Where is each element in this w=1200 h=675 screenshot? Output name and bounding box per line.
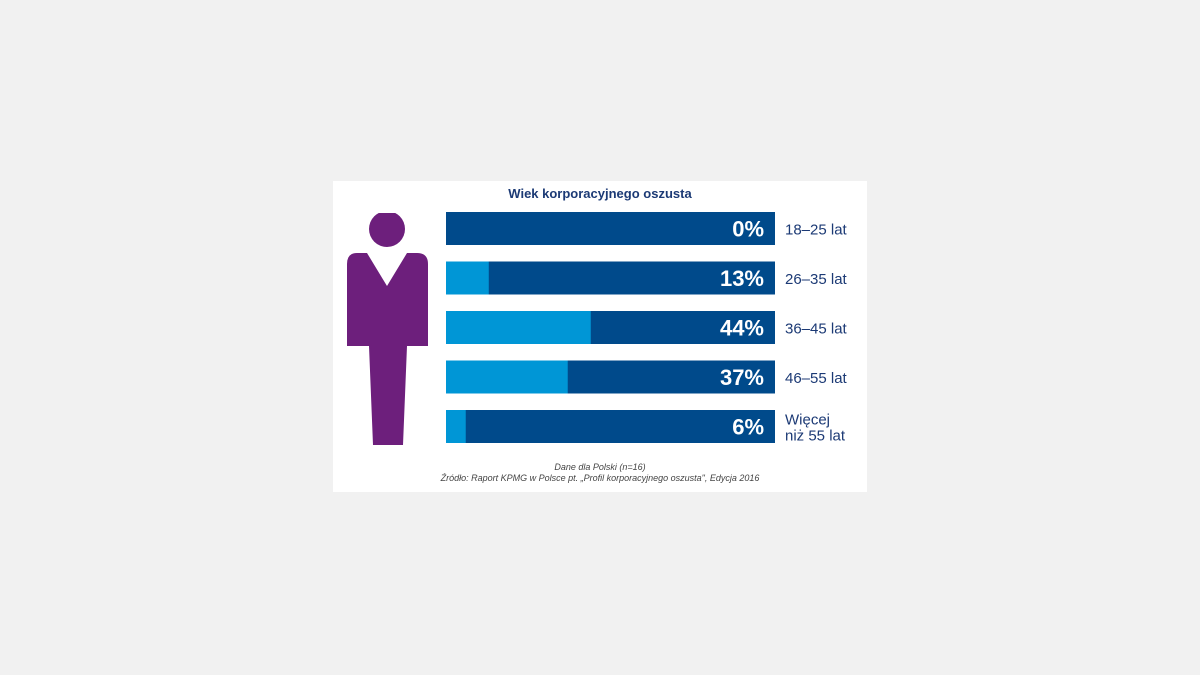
bar-row: 0% 18–25 lat [446,212,848,245]
bar-track [446,261,775,295]
chart-title: Wiek korporacyjnego oszusta [508,186,692,201]
bar-value-label: 0% [732,217,764,242]
category-label: 18–25 lat [785,222,848,239]
bar-value-label: 6% [732,415,764,440]
category-label: Więcej [785,412,830,429]
footnote-sample: Dane dla Polski (n=16) [554,462,646,472]
footnote-source: Źródło: Raport KPMG w Polsce pt. „Profil… [440,473,760,483]
bar-value [446,410,466,443]
bar-row: 37% 46–55 lat [446,360,848,394]
bar-track [446,410,775,443]
bar-value-label: 13% [720,266,764,291]
age-bar-chart: 0% 18–25 lat 13% 26–35 lat 44% 36–45 lat 37% 46… [446,212,848,445]
bar-row: 13% 26–35 lat [446,261,848,295]
category-label: niż 55 lat [785,428,846,445]
bar-value [446,311,591,344]
category-label: 36–45 lat [785,321,848,338]
infographic-card: Wiek korporacyjnego oszusta 0% 18–25 lat 1… [333,181,867,492]
bar-value [446,360,568,394]
bar-value [446,261,489,295]
person-silhouette-icon [347,213,428,445]
bar-value-label: 44% [720,316,764,341]
bar-track [446,212,775,245]
bar-value-label: 37% [720,365,764,390]
category-label: 26–35 lat [785,271,848,288]
category-label: 46–55 lat [785,370,848,387]
bar-row: 44% 36–45 lat [446,311,848,344]
chart-footnote: Dane dla Polski (n=16) Źródło: Raport KP… [333,462,867,484]
